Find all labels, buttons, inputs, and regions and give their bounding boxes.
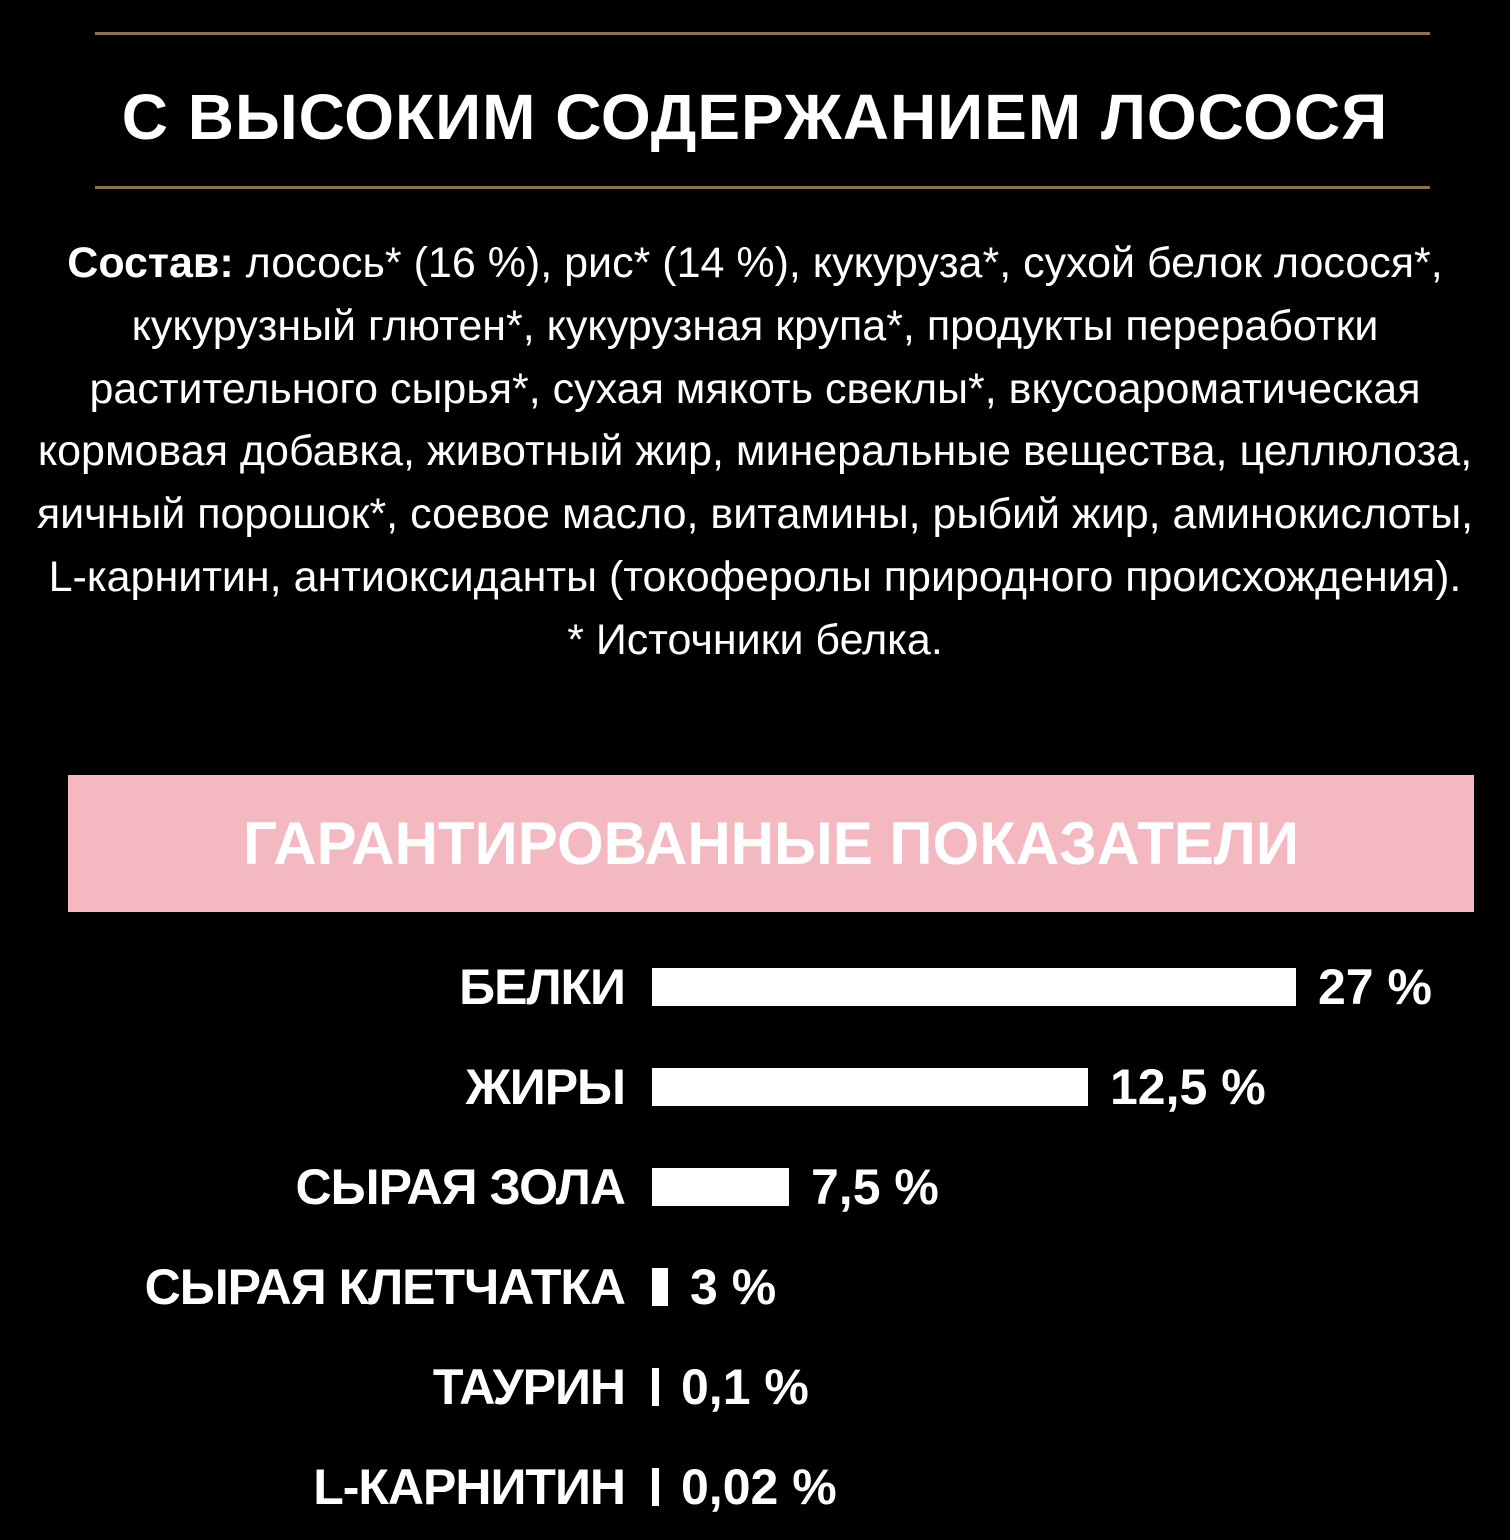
nutrient-bar [652, 1368, 659, 1406]
nutrient-list: БЕЛКИ 27 % ЖИРЫ 12,5 % СЫРАЯ ЗОЛА 7,5 % СЫРАЯ … [0, 937, 1510, 1537]
composition: Состав: лосось* (16 %), рис* (14 %), кук… [20, 232, 1490, 672]
nutrient-row: L-КАРНИТИН 0,02 % [0, 1437, 1510, 1537]
nutrient-row: ТАУРИН 0,1 % [0, 1337, 1510, 1437]
nutrient-bar [652, 968, 1296, 1006]
nutrient-label: СЫРАЯ ЗОЛА [295, 1159, 626, 1215]
nutrient-row: БЕЛКИ 27 % [0, 937, 1510, 1037]
title-divider [95, 186, 1430, 189]
nutrient-value: 12,5 % [1110, 1059, 1266, 1115]
nutrient-value: 0,1 % [681, 1359, 809, 1415]
composition-footnote: * Источники белка. [567, 615, 943, 664]
composition-label: Состав: [67, 239, 234, 287]
nutrient-value: 3 % [690, 1259, 777, 1315]
nutrient-value: 27 % [1318, 959, 1432, 1015]
nutrient-bar [652, 1468, 659, 1506]
nutrient-bar [652, 1268, 668, 1306]
nutrient-label: L-КАРНИТИН [313, 1459, 626, 1515]
nutrient-bar [652, 1168, 789, 1206]
nutrient-row: СЫРАЯ ЗОЛА 7,5 % [0, 1137, 1510, 1237]
top-divider [95, 32, 1430, 35]
composition-text: лосось* (16 %), рис* (14 %), кукуруза*, … [36, 239, 1474, 601]
nutrient-row: ЖИРЫ 12,5 % [0, 1037, 1510, 1137]
nutrient-label: ЖИРЫ [465, 1059, 626, 1115]
nutrient-value: 7,5 % [811, 1159, 939, 1215]
nutrient-value: 0,02 % [681, 1459, 837, 1515]
nutrient-bar [652, 1068, 1088, 1106]
nutrient-label: ТАУРИН [432, 1359, 626, 1415]
page-title: С ВЫСОКИМ СОДЕРЖАНИЕМ ЛОСОСЯ [121, 81, 1389, 153]
guaranteed-heading: ГАРАНТИРОВАННЫЕ ПОКАЗАТЕЛИ [68, 775, 1474, 912]
nutrient-label: СЫРАЯ КЛЕТЧАТКА [144, 1259, 626, 1315]
nutrient-row: СЫРАЯ КЛЕТЧАТКА 3 % [0, 1237, 1510, 1337]
nutrient-label: БЕЛКИ [459, 959, 626, 1015]
